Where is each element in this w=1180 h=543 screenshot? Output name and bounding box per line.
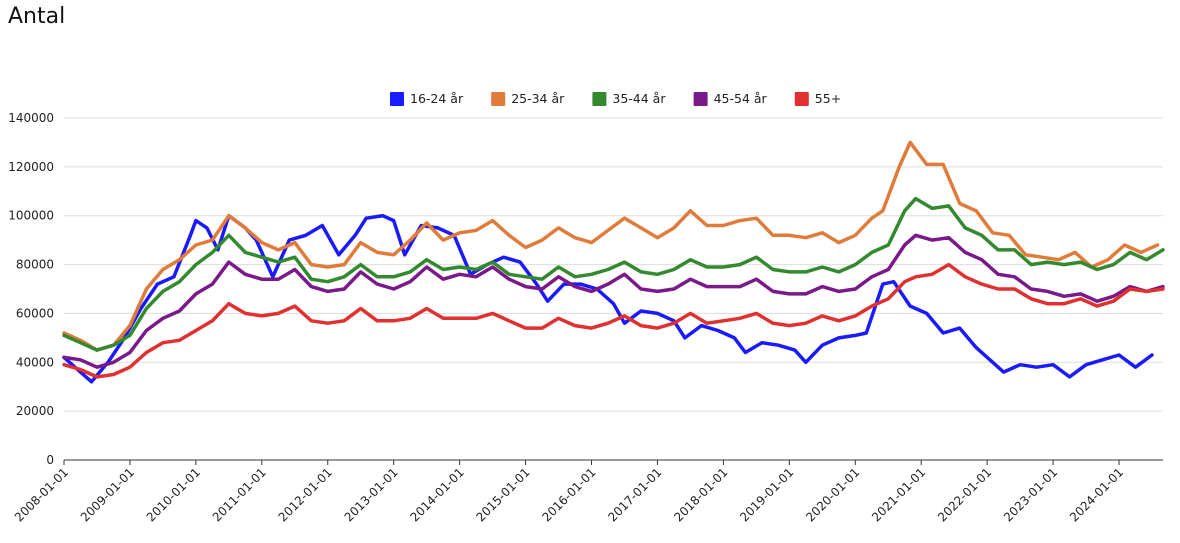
x-tick-label: 2023-01-01 (1001, 465, 1060, 524)
legend-label: 16-24 år (410, 91, 464, 106)
x-tick-label: 2018-01-01 (671, 465, 730, 524)
x-tick-label: 2019-01-01 (737, 465, 796, 524)
y-tick-label: 60000 (16, 306, 54, 320)
x-tick-label: 2008-01-01 (12, 465, 71, 524)
x-tick-label: 2016-01-01 (539, 465, 598, 524)
legend-item[interactable]: 35-44 år (592, 91, 666, 106)
y-tick-label: 40000 (16, 355, 54, 369)
legend-swatch (390, 92, 404, 106)
legend-item[interactable]: 55+ (794, 91, 841, 106)
x-tick-label: 2021-01-01 (869, 465, 928, 524)
series-lines (62, 140, 1165, 384)
x-tick-label: 2013-01-01 (342, 465, 401, 524)
legend-swatch (491, 92, 506, 106)
x-tick-label: 2011-01-01 (210, 465, 269, 524)
series-line-5 (62, 262, 1165, 379)
legend-label: 35-44 år (612, 91, 666, 106)
series-line-3 (62, 196, 1165, 352)
x-tick-label: 2020-01-01 (803, 465, 862, 524)
legend-item[interactable]: 16-24 år (390, 91, 464, 106)
series-line-2 (62, 140, 1160, 352)
y-tick-label: 100000 (8, 209, 54, 223)
legend-item[interactable]: 45-54 år (693, 91, 768, 106)
x-tick-label: 2017-01-01 (605, 465, 664, 524)
legend-swatch (794, 92, 809, 106)
x-axis: 2008-01-01 2009-01-01 2010-01-01 2011-01-01… (12, 460, 1126, 524)
series-line-4 (62, 233, 1165, 369)
legend-label: 25-34 år (511, 91, 565, 106)
x-tick-label: 2024-01-01 (1067, 465, 1126, 524)
y-tick-label: 0 (46, 453, 54, 467)
y-tick-label: 140000 (8, 111, 54, 125)
page-title: Antal (8, 4, 66, 29)
x-tick-label: 2015-01-01 (473, 465, 532, 524)
legend-label: 45-54 år (714, 91, 768, 106)
legend: 16-24 år 25-34 år 35-44 år 45-54 år 55+ (390, 91, 841, 106)
x-tick-label: 2010-01-01 (144, 465, 203, 524)
y-tick-label: 20000 (16, 404, 54, 418)
y-tick-label: 120000 (8, 160, 54, 174)
y-axis: 0 20000 40000 60000 80000 100000 120000 140000 (8, 111, 54, 467)
x-tick-label: 2014-01-01 (408, 465, 467, 524)
x-tick-label: 2009-01-01 (78, 465, 137, 524)
legend-swatch (693, 92, 708, 106)
y-tick-label: 80000 (16, 258, 54, 272)
legend-item[interactable]: 25-34 år (491, 91, 565, 106)
legend-swatch (592, 92, 607, 106)
legend-label: 55+ (815, 91, 841, 106)
x-tick-label: 2022-01-01 (935, 465, 994, 524)
x-tick-label: 2012-01-01 (276, 465, 335, 524)
